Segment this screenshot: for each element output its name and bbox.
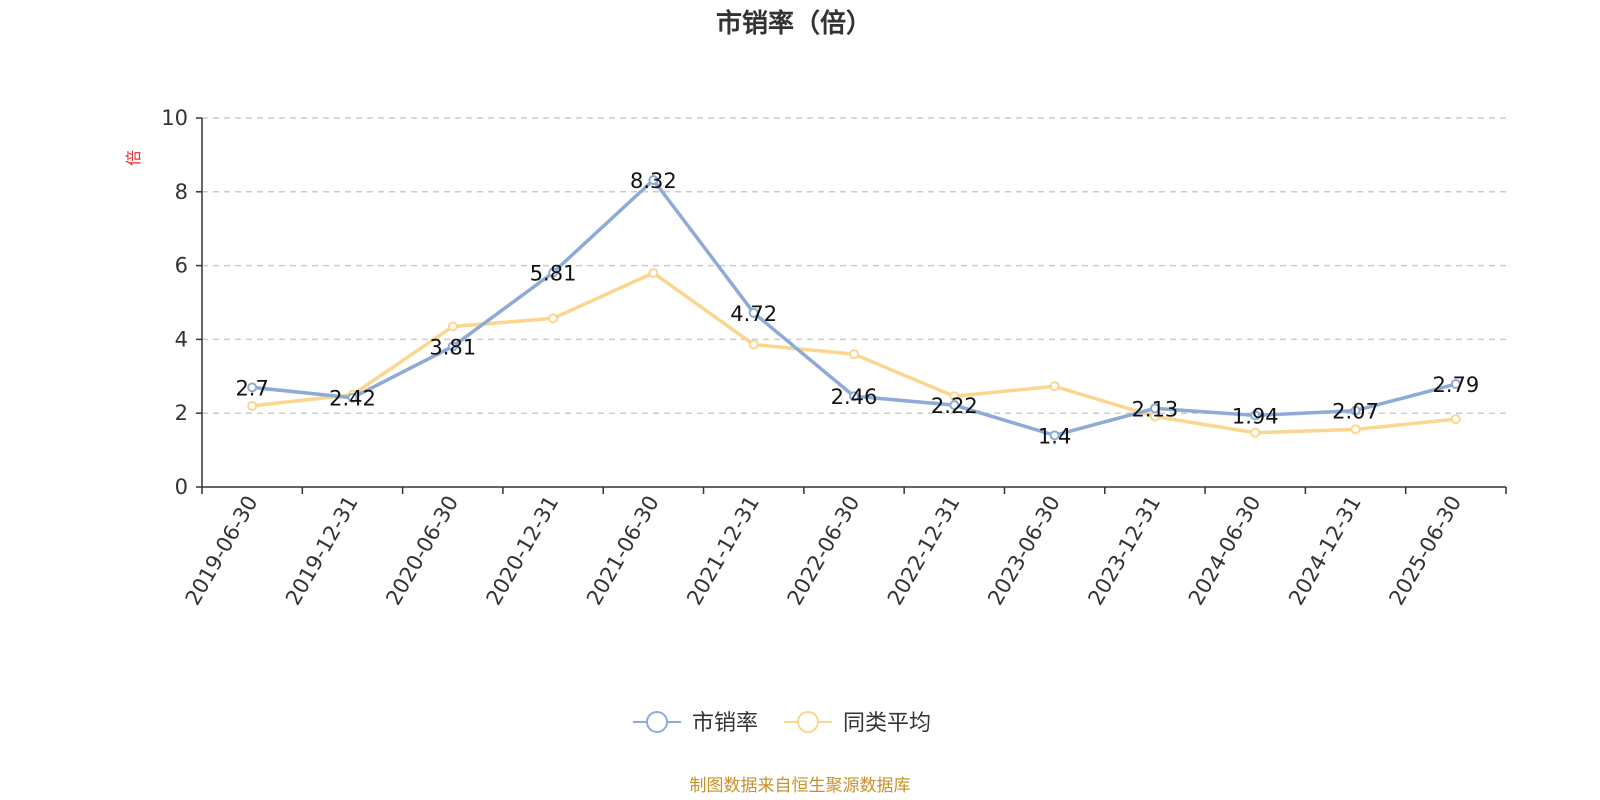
data-point[interactable] — [949, 400, 960, 411]
data-point[interactable] — [648, 174, 659, 185]
data-point[interactable] — [1250, 427, 1261, 438]
x-tick-label: 2020-06-30 — [381, 492, 463, 610]
data-point[interactable] — [548, 313, 559, 324]
data-point[interactable] — [849, 391, 859, 402]
y-tick-label: 4 — [175, 327, 188, 351]
y-tick-label: 8 — [175, 180, 188, 204]
data-point[interactable] — [1149, 403, 1160, 414]
data-point[interactable] — [247, 400, 258, 411]
legend-marker-icon — [646, 711, 668, 733]
data-point[interactable] — [1049, 430, 1060, 441]
legend-item-primary[interactable]: 市销率 — [633, 711, 758, 736]
series-lines — [247, 174, 1461, 441]
legend-label: 市销率 — [692, 711, 758, 736]
grid-lines — [202, 117, 1506, 414]
data-point[interactable] — [1450, 379, 1461, 390]
x-tick-label: 2025-06-30 — [1384, 492, 1466, 610]
x-tick-label: 2022-12-31 — [883, 491, 965, 609]
data-point[interactable] — [1049, 381, 1060, 392]
data-point[interactable] — [447, 341, 458, 352]
data-point[interactable] — [1250, 410, 1261, 421]
x-tick-label: 2019-12-31 — [281, 492, 363, 610]
data-label: 1.94 — [1232, 404, 1279, 428]
data-label: 2.13 — [1132, 397, 1179, 421]
data-labels: 2.7 2.42 3.81 5.81 8.32 4.72 2.46 2.22 1.4 2.13 1.… — [235, 169, 1479, 448]
legend-marker-icon — [797, 711, 819, 733]
data-point[interactable] — [849, 349, 859, 360]
data-point[interactable] — [247, 382, 258, 393]
data-point[interactable] — [548, 267, 559, 278]
x-tick-label: 2020-12-31 — [482, 492, 564, 610]
data-label: 2.7 — [235, 376, 268, 400]
x-tick-label: 2023-12-31 — [1083, 492, 1165, 610]
data-label: 1.4 — [1038, 424, 1071, 448]
source-note: 制图数据来自恒生聚源数据库 — [690, 776, 911, 796]
x-tick-label: 2023-06-30 — [983, 492, 1065, 610]
data-label: 2.07 — [1332, 400, 1379, 424]
data-label: 5.81 — [530, 262, 577, 286]
data-label: 2.79 — [1432, 373, 1479, 397]
y-axis-unit-label: 倍 — [124, 150, 143, 166]
legend-item-average[interactable]: 同类平均 — [784, 711, 931, 736]
data-label: 2.46 — [831, 385, 878, 409]
data-point[interactable] — [1350, 405, 1361, 416]
x-tick-label: 2021-12-31 — [682, 492, 764, 610]
data-point[interactable] — [748, 307, 759, 318]
y-tick-label: 2 — [175, 401, 188, 425]
data-label: 8.32 — [630, 169, 677, 193]
x-tick-label: 2019-06-30 — [181, 492, 263, 610]
legend-label: 同类平均 — [843, 711, 931, 736]
data-label: 3.81 — [429, 335, 476, 359]
data-point[interactable] — [748, 339, 759, 350]
y-tick-label: 10 — [161, 106, 188, 130]
y-tick-label: 6 — [175, 254, 188, 278]
legend[interactable]: 市销率 同类平均 — [633, 711, 931, 736]
x-tick-label: 2021-06-30 — [582, 492, 664, 610]
x-tick-label: 2024-12-31 — [1284, 492, 1366, 610]
data-point[interactable] — [447, 321, 458, 332]
data-point[interactable] — [1450, 414, 1461, 425]
data-point[interactable] — [648, 267, 659, 278]
chart-title: 市销率（倍） — [716, 8, 872, 39]
data-label: 2.22 — [931, 394, 978, 418]
data-label: 4.72 — [730, 302, 777, 326]
x-tick-label: 2024-06-30 — [1184, 492, 1266, 610]
data-point[interactable] — [1350, 424, 1361, 435]
y-tick-label: 0 — [175, 475, 188, 499]
x-tick-label: 2022-06-30 — [783, 492, 865, 610]
data-point[interactable] — [347, 392, 358, 403]
data-label: 2.42 — [329, 387, 376, 411]
